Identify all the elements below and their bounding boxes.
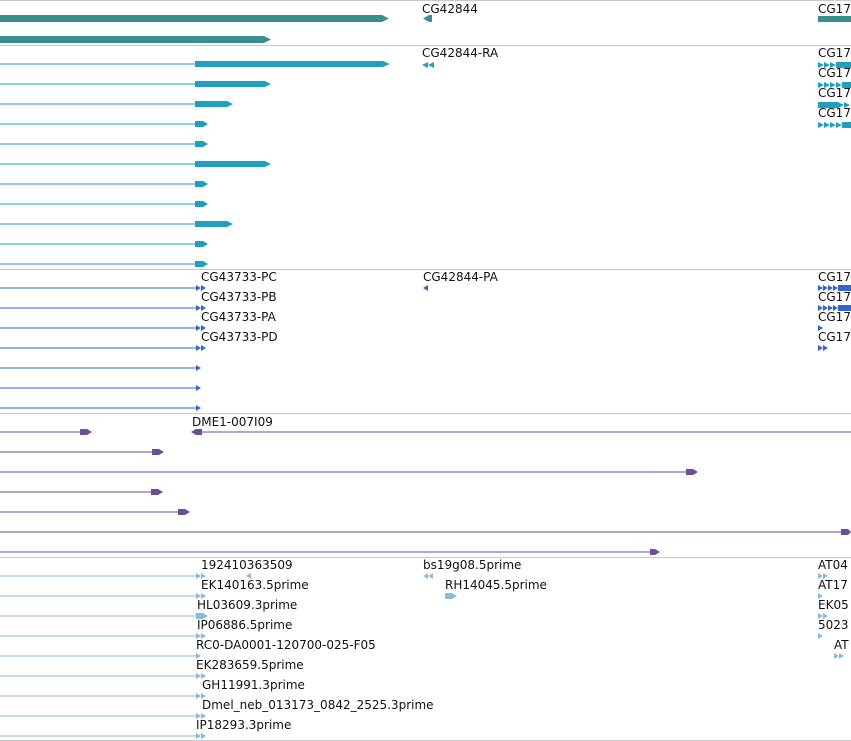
gene-label[interactable]: CG17	[818, 2, 851, 16]
est-read-label[interactable]: AT17	[818, 578, 848, 592]
protein-label[interactable]: CG42844-PA	[423, 270, 498, 284]
alignment-lines	[0, 431, 851, 553]
est-read-label[interactable]: IP06886.5prime	[197, 618, 293, 632]
track-separator	[0, 0, 851, 1]
protein-segments[interactable]	[196, 285, 851, 411]
alignment-track: DME1-007I09	[0, 414, 851, 557]
protein-label[interactable]: CG17	[818, 290, 851, 304]
gene-feature[interactable]	[0, 15, 382, 22]
est-read-label[interactable]: GH11991.3prime	[202, 678, 305, 692]
est-read-label[interactable]: EK140163.5prime	[201, 578, 309, 592]
est-read-label[interactable]: EK283659.5prime	[196, 658, 304, 672]
protein-label[interactable]: CG43733-PB	[201, 290, 277, 304]
est-read-track: 192410363509 EK140163.5prime HL03609.3pr…	[0, 558, 851, 740]
est-read-label[interactable]: RH14045.5prime	[445, 578, 547, 592]
est-read-label[interactable]: AT	[834, 638, 849, 652]
transcript-label[interactable]: CG42844-RA	[422, 46, 499, 60]
est-read-label[interactable]: EK05	[818, 598, 849, 612]
gene-feature-arrow	[382, 15, 389, 22]
gene-feature-arrow	[264, 36, 271, 43]
protein-intron-lines	[0, 287, 196, 409]
protein-glyphs	[0, 285, 851, 411]
alignment-glyphs	[0, 429, 851, 555]
transcript-track: CG42844-RA CG17 CG17 CG17 CG17	[0, 46, 851, 269]
est-read-blocks[interactable]	[196, 573, 844, 739]
est-read-glyphs	[0, 573, 844, 739]
track-separator	[0, 45, 851, 46]
protein-label[interactable]: CG17	[818, 330, 851, 344]
est-read-label[interactable]: bs19g08.5prime	[423, 558, 522, 572]
gene-label[interactable]: CG42844	[422, 2, 478, 16]
transcript-label[interactable]: CG17	[818, 86, 851, 100]
est-read-label[interactable]: AT04	[818, 558, 848, 572]
gene-feature[interactable]	[423, 15, 432, 22]
track-separator	[0, 269, 851, 270]
gene-feature[interactable]	[0, 36, 264, 43]
alignment-label[interactable]: DME1-007I09	[192, 415, 273, 429]
transcript-label[interactable]: CG17	[818, 46, 851, 60]
transcript-label[interactable]: CG17	[818, 106, 851, 120]
est-read-lines	[0, 575, 196, 737]
protein-label[interactable]: CG43733-PA	[201, 310, 276, 324]
est-read-label[interactable]: HL03609.3prime	[197, 598, 298, 612]
est-read-label[interactable]: IP18293.3prime	[196, 718, 292, 732]
protein-label[interactable]: CG17	[818, 270, 851, 284]
transcript-label[interactable]: CG17	[818, 66, 851, 80]
gene-feature[interactable]	[818, 16, 851, 22]
transcript-glyphs	[0, 61, 851, 267]
est-read-label[interactable]: 192410363509	[201, 558, 293, 572]
alignment-blocks[interactable]	[80, 429, 851, 555]
protein-label[interactable]: CG43733-PC	[201, 270, 277, 284]
track-separator	[0, 413, 851, 414]
gene-track: CG42844 CG17	[0, 0, 851, 45]
est-read-label[interactable]: Dmel_neb_013173_0842_2525.3prime	[202, 698, 434, 712]
est-read-label[interactable]: RC0-DA0001-120700-025-F05	[196, 638, 376, 652]
transcript-intron-lines	[0, 63, 195, 265]
est-read-label[interactable]: 5023	[818, 618, 849, 632]
gene-glyphs	[0, 15, 851, 43]
protein-track: CG43733-PC CG43733-PB CG43733-PA CG43733…	[0, 270, 851, 413]
transcript-exons[interactable]	[195, 61, 851, 267]
protein-label[interactable]: CG43733-PD	[201, 330, 278, 344]
track-separator	[0, 557, 851, 558]
protein-label[interactable]: CG17	[818, 310, 851, 324]
